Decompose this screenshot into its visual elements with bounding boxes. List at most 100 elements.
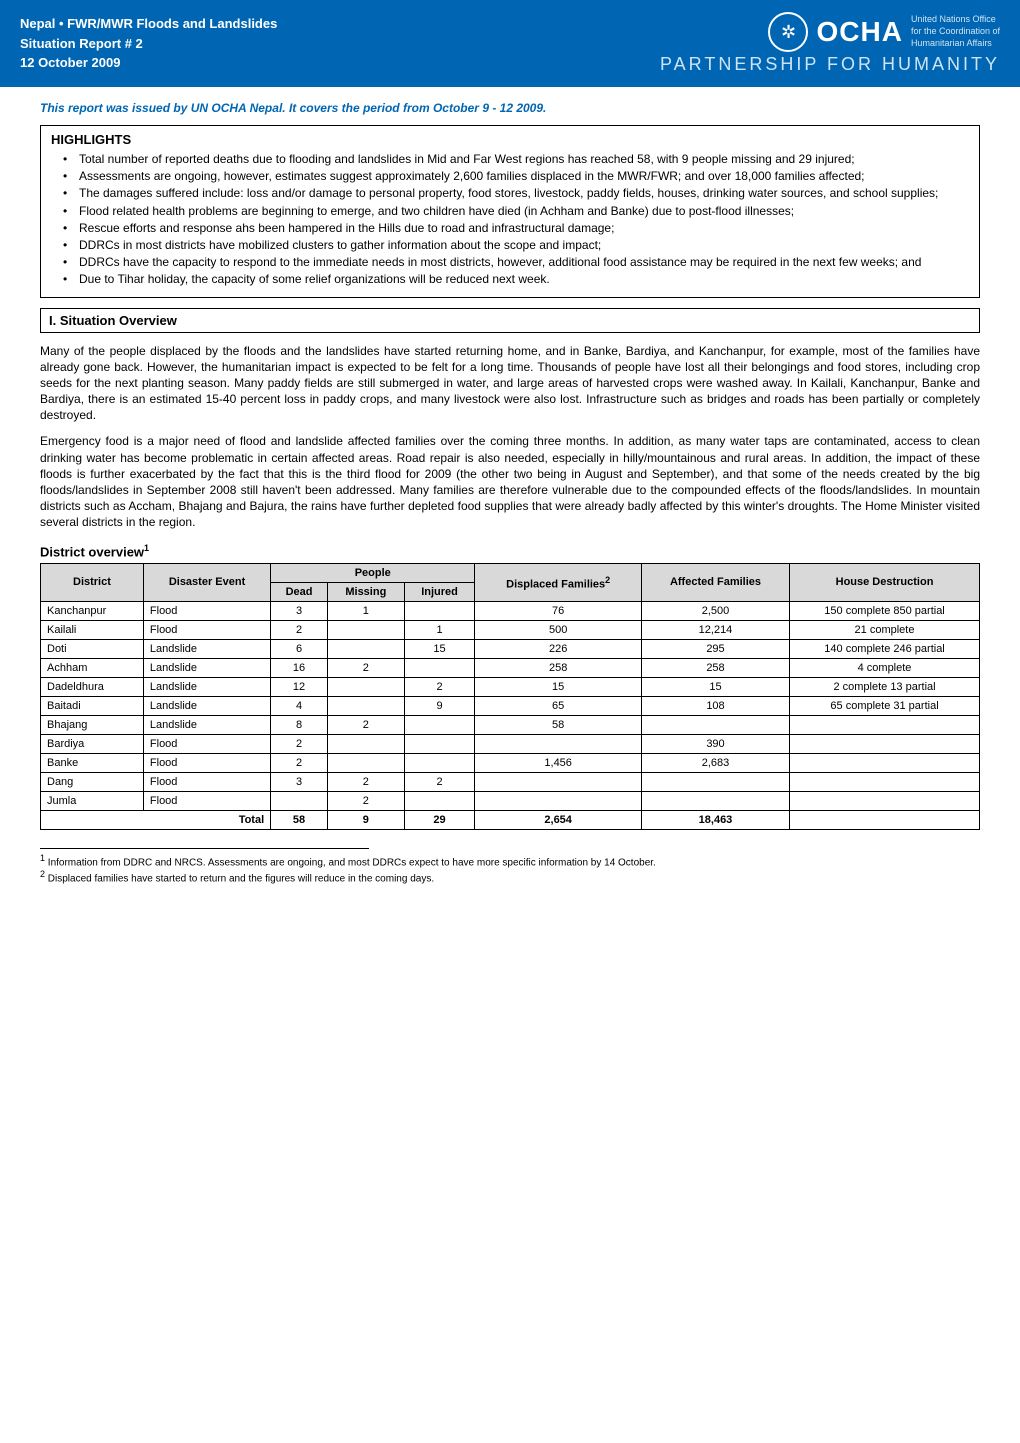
cell-affected: 295 <box>641 639 789 658</box>
cell-displaced <box>475 734 642 753</box>
highlight-item: Assessments are ongoing, however, estima… <box>79 168 969 184</box>
cell-missing: 1 <box>327 601 404 620</box>
cell-dead: 8 <box>271 715 328 734</box>
table-header-row1: District Disaster Event People Displaced… <box>41 563 980 582</box>
district-overview-heading: District overview1 <box>40 543 980 559</box>
table-row: Dang Flood 3 2 2 <box>41 772 980 791</box>
cell-dead: 2 <box>271 620 328 639</box>
col-house: House Destruction <box>790 563 980 601</box>
cell-affected: 390 <box>641 734 789 753</box>
report-note: This report was issued by UN OCHA Nepal.… <box>40 101 980 115</box>
cell-affected: 108 <box>641 696 789 715</box>
ocha-tag2: for the Coordination of <box>911 26 1000 38</box>
cell-dead <box>271 791 328 810</box>
cell-total-missing: 9 <box>327 810 404 829</box>
overview-para2: Emergency food is a major need of flood … <box>40 433 980 530</box>
cell-district: Bardiya <box>41 734 144 753</box>
cell-district: Doti <box>41 639 144 658</box>
cell-total-affected: 18,463 <box>641 810 789 829</box>
cell-house <box>790 753 980 772</box>
cell-injured <box>404 658 475 677</box>
cell-dead: 12 <box>271 677 328 696</box>
footnote-2: 2 Displaced families have started to ret… <box>40 869 980 885</box>
cell-house <box>790 734 980 753</box>
cell-house: 150 complete 850 partial <box>790 601 980 620</box>
content: This report was issued by UN OCHA Nepal.… <box>0 87 1020 906</box>
col-district: District <box>41 563 144 601</box>
highlight-item: Total number of reported deaths due to f… <box>79 151 969 167</box>
header-line3: 12 October 2009 <box>20 53 277 73</box>
cell-missing: 2 <box>327 772 404 791</box>
cell-district: Dadeldhura <box>41 677 144 696</box>
col-dead: Dead <box>271 582 328 601</box>
ocha-branding: ✲ OCHA United Nations Office for the Coo… <box>660 12 1000 75</box>
cell-house: 2 complete 13 partial <box>790 677 980 696</box>
table-row: Bhajang Landslide 8 2 58 <box>41 715 980 734</box>
ocha-tagline: United Nations Office for the Coordinati… <box>911 14 1000 49</box>
cell-district: Baitadi <box>41 696 144 715</box>
cell-injured: 15 <box>404 639 475 658</box>
cell-event: Landslide <box>143 658 270 677</box>
cell-total-dead: 58 <box>271 810 328 829</box>
col-event: Disaster Event <box>143 563 270 601</box>
cell-district: Dang <box>41 772 144 791</box>
cell-event: Flood <box>143 791 270 810</box>
cell-event: Landslide <box>143 696 270 715</box>
cell-missing: 2 <box>327 791 404 810</box>
cell-displaced: 76 <box>475 601 642 620</box>
highlights-box: HIGHLIGHTS Total number of reported deat… <box>40 125 980 298</box>
table-row: Kanchanpur Flood 3 1 76 2,500 150 comple… <box>41 601 980 620</box>
cell-displaced: 258 <box>475 658 642 677</box>
cell-displaced: 500 <box>475 620 642 639</box>
cell-missing <box>327 677 404 696</box>
cell-injured: 2 <box>404 677 475 696</box>
table-row: Kailali Flood 2 1 500 12,214 21 complete <box>41 620 980 639</box>
cell-affected <box>641 772 789 791</box>
cell-district: Jumla <box>41 791 144 810</box>
table-row: Bardiya Flood 2 390 <box>41 734 980 753</box>
cell-house <box>790 715 980 734</box>
col-people: People <box>271 563 475 582</box>
cell-event: Flood <box>143 620 270 639</box>
cell-house <box>790 772 980 791</box>
cell-displaced: 65 <box>475 696 642 715</box>
cell-district: Banke <box>41 753 144 772</box>
cell-total-house <box>790 810 980 829</box>
cell-event: Landslide <box>143 677 270 696</box>
cell-house: 140 complete 246 partial <box>790 639 980 658</box>
cell-injured: 2 <box>404 772 475 791</box>
footnote-1: 1 Information from DDRC and NRCS. Assess… <box>40 853 980 869</box>
fn2-text: Displaced families have started to retur… <box>45 874 434 885</box>
highlights-list: Total number of reported deaths due to f… <box>51 151 969 288</box>
highlight-item: Flood related health problems are beginn… <box>79 203 969 219</box>
cell-displaced <box>475 791 642 810</box>
cell-dead: 3 <box>271 601 328 620</box>
cell-event: Flood <box>143 772 270 791</box>
cell-missing <box>327 696 404 715</box>
cell-dead: 2 <box>271 734 328 753</box>
cell-event: Flood <box>143 734 270 753</box>
ocha-emblem-icon: ✲ <box>768 12 808 52</box>
cell-house: 4 complete <box>790 658 980 677</box>
cell-injured <box>404 715 475 734</box>
col-affected: Affected Families <box>641 563 789 601</box>
cell-dead: 6 <box>271 639 328 658</box>
cell-affected <box>641 715 789 734</box>
cell-dead: 16 <box>271 658 328 677</box>
cell-missing <box>327 620 404 639</box>
cell-district: Kanchanpur <box>41 601 144 620</box>
cell-event: Flood <box>143 601 270 620</box>
table-row: Baitadi Landslide 4 9 65 108 65 complete… <box>41 696 980 715</box>
table-row: Doti Landslide 6 15 226 295 140 complete… <box>41 639 980 658</box>
cell-dead: 2 <box>271 753 328 772</box>
table-row: Achham Landslide 16 2 258 258 4 complete <box>41 658 980 677</box>
cell-displaced: 226 <box>475 639 642 658</box>
district-overview-label: District overview <box>40 544 144 559</box>
cell-house: 65 complete 31 partial <box>790 696 980 715</box>
district-table: District Disaster Event People Displaced… <box>40 563 980 830</box>
cell-missing <box>327 734 404 753</box>
cell-district: Kailali <box>41 620 144 639</box>
col-missing: Missing <box>327 582 404 601</box>
header-line1: Nepal • FWR/MWR Floods and Landslides <box>20 14 277 34</box>
cell-affected: 12,214 <box>641 620 789 639</box>
